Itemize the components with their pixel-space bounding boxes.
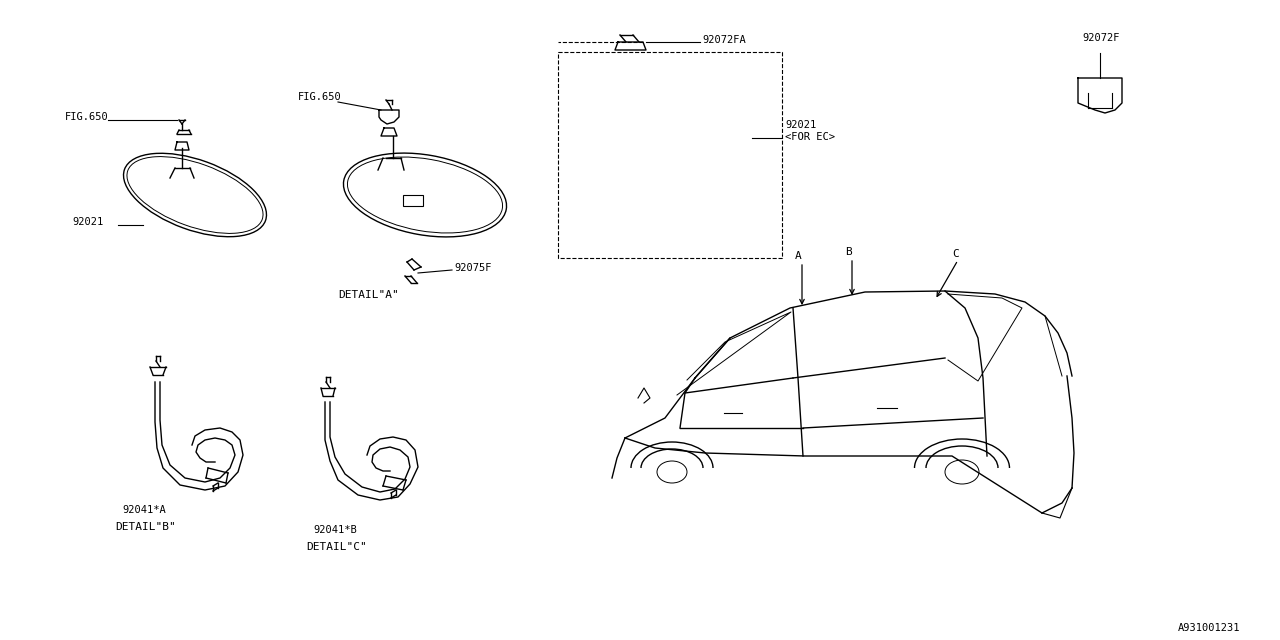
- Text: A931001231: A931001231: [1178, 623, 1240, 633]
- Text: C: C: [952, 249, 960, 259]
- Text: 92021
<FOR EC>: 92021 <FOR EC>: [785, 120, 835, 142]
- Text: B: B: [845, 247, 851, 257]
- Text: DETAIL"B": DETAIL"B": [115, 522, 175, 532]
- Text: 92072FA: 92072FA: [701, 35, 746, 45]
- Text: FIG.650: FIG.650: [65, 112, 109, 122]
- Text: 92021: 92021: [72, 217, 104, 227]
- Text: 92041*A: 92041*A: [122, 505, 165, 515]
- Bar: [403, 195, 422, 206]
- Text: 92041*B: 92041*B: [314, 525, 357, 535]
- Text: FIG.650: FIG.650: [298, 92, 342, 102]
- Text: DETAIL"C": DETAIL"C": [306, 542, 367, 552]
- Text: DETAIL"A": DETAIL"A": [338, 290, 399, 300]
- Text: A: A: [795, 251, 801, 261]
- Text: 92075F: 92075F: [454, 263, 492, 273]
- Text: 92072F: 92072F: [1082, 33, 1120, 43]
